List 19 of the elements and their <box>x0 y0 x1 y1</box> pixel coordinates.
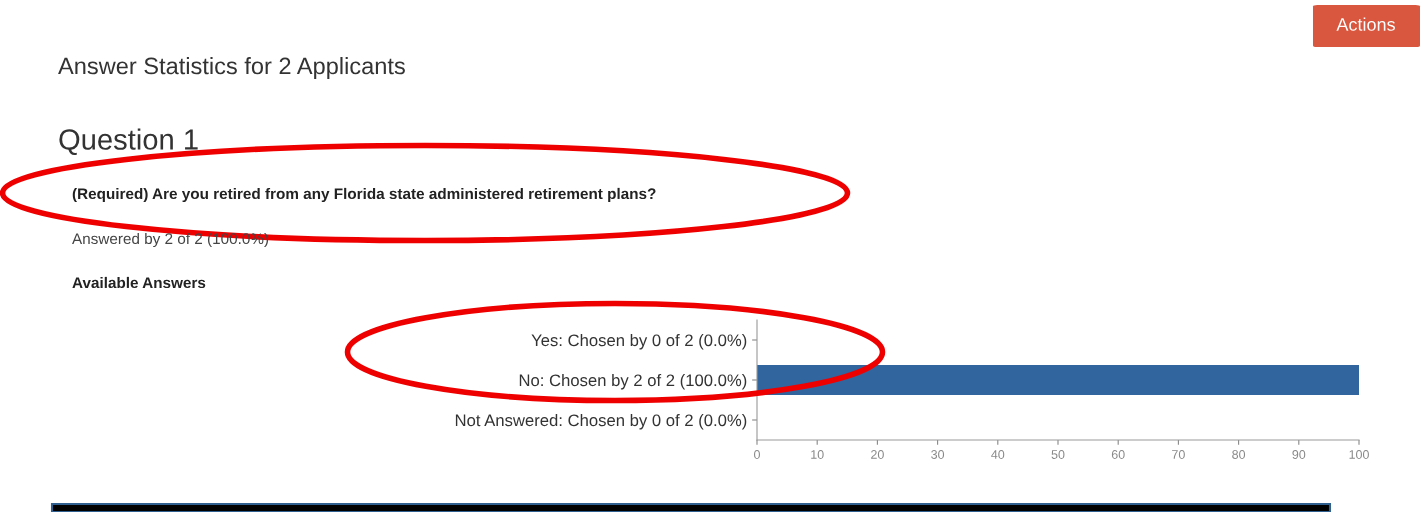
x-tick-label: 80 <box>1232 450 1246 459</box>
x-tick-label: 70 <box>1172 450 1185 459</box>
y-tick-label: No: Chosen by 2 of 2 (100.0%) <box>519 373 747 390</box>
text: (Required) Are you retired from any Florida state administered retirement plans? <box>72 187 656 203</box>
text: Question 1 <box>59 128 198 156</box>
y-tick-label: Not Answered: Chosen by 0 of 2 (0.0%) <box>455 413 747 430</box>
y-tick-label: Yes: Chosen by 0 of 2 (0.0%) <box>531 333 747 350</box>
text: Answer Statistics for 2 Applicants <box>58 57 405 79</box>
text: Actions <box>1336 17 1395 31</box>
x-tick-label: 0 <box>754 450 760 459</box>
text: Available Answers <box>72 276 206 289</box>
x-tick-label: 50 <box>1051 450 1065 459</box>
x-tick-label: 20 <box>871 450 884 459</box>
x-tick-label: 40 <box>991 450 1005 459</box>
x-tick-label: 100 <box>1349 450 1369 459</box>
x-tick-label: 60 <box>1111 450 1125 459</box>
x-tick-label: 30 <box>931 450 945 459</box>
x-tick-label: 90 <box>1292 450 1306 459</box>
x-tick-label: 10 <box>811 450 824 459</box>
